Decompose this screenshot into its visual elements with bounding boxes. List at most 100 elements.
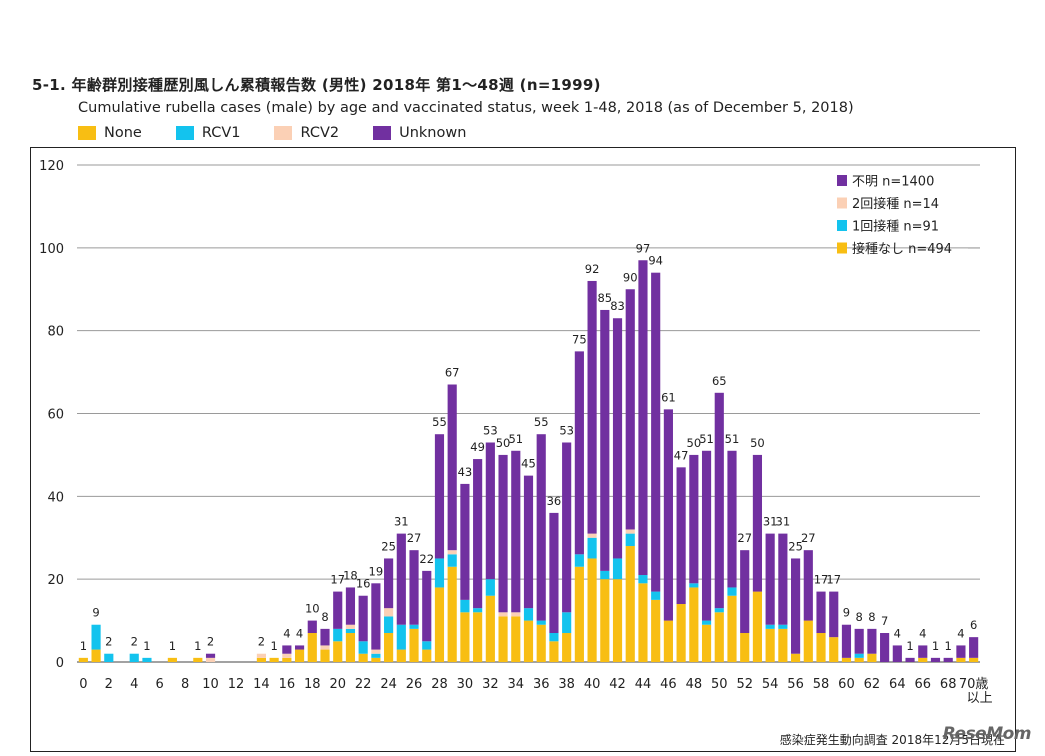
x-tick-label: 36 [533, 677, 550, 692]
x-tick-label: 40 [584, 677, 601, 692]
bar-segment-unknown [396, 533, 406, 625]
bar-segment-unknown [562, 442, 572, 613]
bar-segment-unknown [320, 628, 330, 646]
x-tick-label: 56 [787, 677, 804, 692]
data-label: 18 [343, 568, 358, 582]
inner-legend-label: 接種なし n=494 [852, 241, 952, 257]
bar-segment-none [384, 633, 394, 662]
bar-segment-unknown [930, 657, 941, 662]
bar-segment-none [676, 604, 686, 662]
bar-segment-none [752, 591, 763, 662]
data-label: 27 [801, 531, 816, 545]
bar-segment-unknown [536, 434, 546, 621]
bar-segment-none [778, 628, 788, 662]
bar-segment-unknown [587, 280, 597, 534]
bar-segment-none [562, 633, 572, 662]
x-tick-label: 16 [279, 677, 296, 692]
y-tick-label: 80 [47, 325, 64, 340]
bar-segment-none [498, 616, 508, 662]
bar-segment-rcv1 [142, 657, 152, 662]
data-label: 1 [194, 639, 201, 653]
data-label: 25 [788, 539, 803, 553]
data-label: 8 [321, 610, 328, 624]
x-tick-label: 44 [635, 677, 652, 692]
bar-segment-none [663, 620, 673, 662]
legend-label-unknown: Unknown [399, 125, 467, 141]
bar-segment-unknown [854, 628, 864, 654]
bar-segment-none [256, 657, 266, 662]
data-label: 50 [687, 436, 702, 450]
bar-segment-none [867, 653, 877, 662]
source-note: 感染症発生動向調査 2018年12月5日現在 [779, 733, 1005, 747]
bar-segment-none [294, 649, 305, 662]
bar-segment-none [485, 595, 495, 662]
bar-segment-unknown [638, 260, 648, 576]
y-tick-label: 120 [39, 159, 64, 174]
bar-segment-rcv1 [91, 624, 101, 650]
bar-segment-unknown [943, 657, 953, 662]
legend-label-rcv1: RCV1 [201, 125, 241, 141]
data-label: 1 [80, 639, 87, 653]
bar-segment-unknown [676, 467, 686, 605]
data-label: 1 [932, 639, 939, 653]
bar-segment-none [765, 628, 775, 662]
bar-segment-unknown [918, 645, 928, 658]
bar-segment-unknown [345, 587, 356, 625]
bar-segment-none [600, 579, 610, 662]
bar-segment-none [625, 546, 635, 662]
data-label: 1 [270, 639, 277, 653]
bar-segment-unknown [511, 450, 521, 613]
bar-segment-none [714, 612, 724, 662]
bar-segment-rcv1 [600, 570, 610, 580]
data-label: 43 [458, 465, 473, 479]
bar-segment-none [816, 633, 826, 662]
bar-segment-unknown [473, 459, 483, 609]
inner-legend-swatch-rcv1 [837, 220, 847, 231]
bar-segment-unknown [880, 633, 890, 662]
legend-item-unknown: Unknown [373, 125, 466, 141]
bar-segment-rcv1 [714, 608, 724, 613]
legend-swatch-rcv1 [175, 126, 194, 140]
bar-segment-none [434, 587, 445, 662]
bar-segment-rcv2 [511, 612, 521, 617]
bar-segment-rcv1 [447, 554, 457, 567]
bar-segment-none [689, 587, 699, 662]
bar-segment-unknown [371, 583, 381, 650]
data-label: 45 [521, 457, 536, 471]
bar-segment-rcv1 [473, 608, 483, 613]
legend-swatch-rcv2 [274, 126, 293, 140]
bar-segment-unknown [803, 550, 813, 621]
x-tick-label: 8 [181, 677, 189, 692]
bar-segment-unknown [498, 454, 508, 613]
data-label: 1 [945, 639, 952, 653]
data-label: 9 [92, 606, 99, 620]
bar-segment-unknown [714, 392, 724, 609]
data-label: 4 [894, 626, 901, 640]
bar-segment-rcv1 [612, 558, 623, 580]
bar-segment-none [333, 641, 343, 662]
data-label: 1 [906, 639, 913, 653]
watermark-logo: ReseMom [942, 724, 1032, 744]
bar-segment-rcv1 [396, 624, 406, 650]
bar-segment-unknown [689, 454, 699, 584]
bar-segment-none [969, 657, 979, 662]
data-label: 50 [496, 436, 511, 450]
bar-segment-unknown [447, 384, 457, 551]
bar-segment-rcv1 [460, 599, 470, 613]
bar-segment-none [167, 657, 177, 662]
data-label: 50 [750, 436, 765, 450]
data-label: 90 [623, 270, 638, 284]
x-tick-label: 34 [508, 677, 525, 692]
bar-segment-unknown [523, 475, 534, 609]
bar-segment-rcv1 [104, 653, 114, 662]
x-tick-label: 2 [105, 677, 113, 692]
x-tick-label: 28 [431, 677, 448, 692]
data-label: 53 [559, 423, 574, 437]
data-label: 27 [407, 531, 422, 545]
bar-segment-unknown [307, 620, 317, 634]
bar-segment-rcv2 [320, 645, 330, 650]
bar-segment-rcv1 [701, 620, 712, 625]
x-tick-label: 68 [940, 677, 957, 692]
inner-legend-swatch-rcv2 [837, 197, 847, 209]
bar-segment-unknown [282, 645, 292, 654]
